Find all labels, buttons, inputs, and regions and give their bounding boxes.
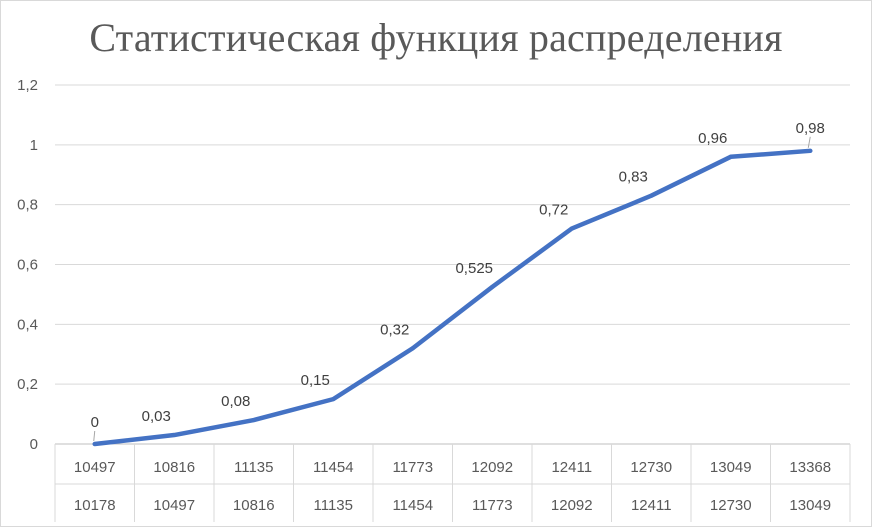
y-axis: 0 0,2 0,4 0,6 0,8 1 1,2 — [17, 77, 38, 453]
series-line — [92, 148, 813, 447]
x-tick-label-lower: 13049 — [789, 497, 831, 514]
gridlines — [55, 84, 850, 445]
x-tick-label-upper: 10497 — [74, 459, 116, 476]
y-tick-label: 0,6 — [17, 257, 38, 274]
x-tick-label-lower: 10816 — [233, 497, 275, 514]
data-label: 0,08 — [221, 393, 250, 410]
leader-line — [807, 136, 811, 148]
data-label: 0,03 — [142, 408, 171, 425]
data-point — [808, 148, 813, 153]
data-series — [92, 148, 813, 447]
x-tick-label-upper: 10816 — [153, 459, 195, 476]
data-label: 0,96 — [698, 130, 727, 147]
data-point — [728, 154, 733, 159]
x-tick-label-lower: 11135 — [314, 497, 354, 514]
data-label: 0,32 — [380, 321, 409, 338]
x-tick-label-upper: 13368 — [789, 459, 831, 476]
x-tick-label-lower: 12730 — [710, 497, 752, 514]
y-tick-label: 1 — [30, 137, 38, 154]
x-tick-label-upper: 12730 — [630, 459, 672, 476]
data-point — [331, 397, 336, 402]
x-axis: 10497 10178 10816 10497 11135 10816 11454 11135… — [54, 444, 851, 522]
data-point — [410, 346, 415, 351]
x-tick-label-upper: 11773 — [392, 459, 433, 476]
data-label: 0,98 — [796, 120, 825, 137]
data-label: 0,15 — [301, 372, 330, 389]
y-tick-label: 0,2 — [17, 376, 38, 393]
y-tick-label: 0 — [30, 436, 38, 453]
x-tick-label-upper: 12092 — [471, 459, 513, 476]
data-point — [569, 226, 574, 231]
data-label: 0,83 — [619, 169, 648, 186]
x-tick-label-upper: 11454 — [313, 459, 354, 476]
data-point — [251, 418, 256, 423]
x-tick-label-upper: 12411 — [551, 459, 592, 476]
data-point — [172, 433, 177, 438]
y-tick-label: 0,4 — [17, 316, 38, 333]
data-label: 0,525 — [455, 260, 493, 277]
x-tick-label-lower: 12092 — [551, 497, 593, 514]
x-tick-label-upper: 11135 — [234, 459, 274, 476]
x-tick-label-upper: 13049 — [710, 459, 752, 476]
y-tick-label: 1,2 — [17, 77, 38, 94]
data-point — [92, 442, 97, 446]
data-label: 0 — [91, 414, 99, 431]
y-tick-label: 0,8 — [17, 197, 38, 214]
x-tick-label-lower: 10178 — [74, 497, 116, 514]
x-tick-label-lower: 10497 — [153, 497, 195, 514]
data-labels: 0 0,03 0,08 0,15 0,32 0,525 0,72 0,83 0,96 0,98 — [91, 120, 825, 442]
x-tick-label-lower: 11773 — [472, 497, 513, 514]
data-point — [649, 193, 654, 198]
x-tick-label-lower: 11454 — [392, 497, 433, 514]
data-point — [490, 284, 495, 289]
x-tick-label-lower: 12411 — [631, 497, 672, 514]
data-label: 0,72 — [539, 202, 568, 219]
chart-title: Статистическая функция распределения — [89, 15, 783, 60]
leader-line — [93, 430, 96, 442]
